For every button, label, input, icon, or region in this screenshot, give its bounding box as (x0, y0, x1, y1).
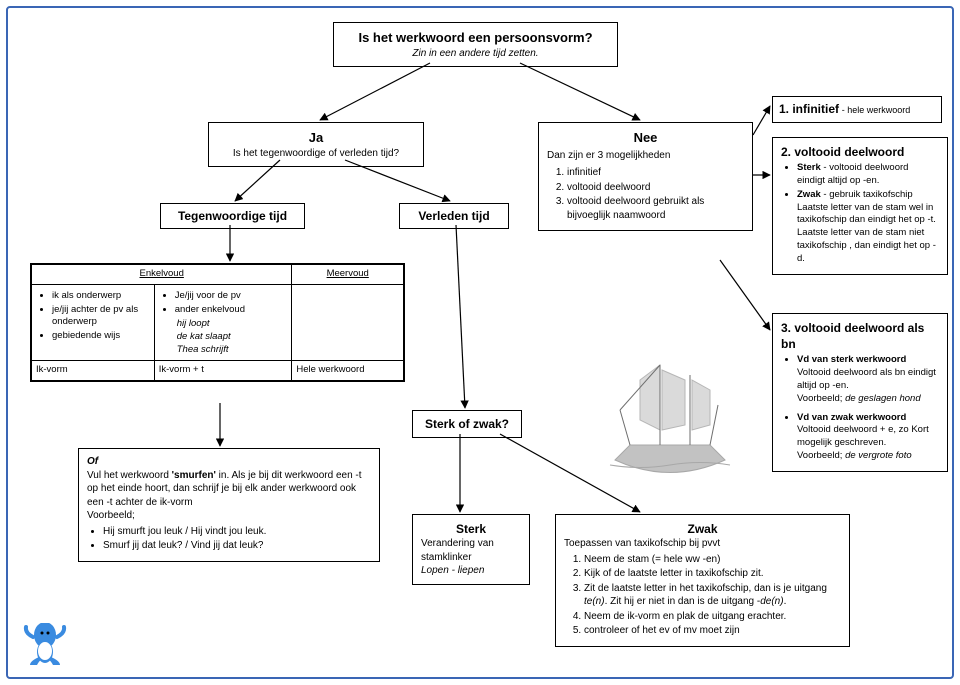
node-opt3: 3. voltooid deelwoord als bn Vd van ster… (772, 313, 948, 472)
enk-c1-2: je/jij achter de pv als onderwerp (52, 304, 150, 330)
opt1-title: 1. infinitief (779, 102, 839, 116)
of-vb-label: Voorbeeld; (87, 509, 371, 523)
node-enkelvoud-table: Enkelvoud Meervoud ik als onderwerp je/j… (30, 263, 405, 382)
of-body: Vul het werkwoord 'smurfen' in. Als je b… (87, 469, 371, 510)
of-vb-1: Hij smurft jou leuk / Hij vindt jou leuk… (103, 525, 371, 539)
nee-lead: Dan zijn er 3 mogelijkheden (547, 149, 744, 163)
enk-r2-3: Hele werkwoord (292, 360, 404, 380)
node-sterk: Sterk Verandering van stamklinker Lopen … (412, 514, 530, 585)
zwak-s3: Zit de laatste letter in het taxikofschi… (584, 582, 841, 609)
enk-c1-3: gebiedende wijs (52, 330, 150, 343)
soz-title: Sterk of zwak? (418, 416, 516, 432)
node-nee: Nee Dan zijn er 3 mogelijkheden infiniti… (538, 122, 753, 231)
enk-c1-1: ik als onderwerp (52, 290, 150, 303)
opt3-b2: Vd van zwak werkwoordVoltooid deelwoord … (797, 412, 939, 463)
conjugation-table: Enkelvoud Meervoud ik als onderwerp je/j… (31, 264, 404, 381)
enk-c2-2: ander enkelvoud (175, 304, 288, 317)
sterk-title: Sterk (421, 521, 521, 537)
zwak-title: Zwak (564, 521, 841, 537)
ja-subtitle: Is het tegenwoordige of verleden tijd? (217, 147, 415, 161)
opt2-title: 2. voltooid deelwoord (781, 144, 939, 160)
node-opt1: 1. infinitief - hele werkwoord (772, 96, 942, 123)
enk-r2-1: Ik-vorm (32, 360, 155, 380)
opt2-b2: Zwak - gebruik taxikofschip Laatste lett… (797, 189, 939, 266)
node-zwak: Zwak Toepassen van taxikofschip bij pvvt… (555, 514, 850, 647)
verleden-title: Verleden tijd (404, 208, 504, 224)
node-tegenwoordige: Tegenwoordige tijd (160, 203, 305, 229)
enk-r2-2: Ik-vorm + t (154, 360, 292, 380)
zwak-s2: Kijk of de laatste letter in taxikofschi… (584, 567, 841, 581)
node-of: Of Vul het werkwoord 'smurfen' in. Als j… (78, 448, 380, 562)
enk-c2-1: Je/jij voor de pv (175, 290, 288, 303)
zwak-s4: Neem de ik-vorm en plak de uitgang erach… (584, 610, 841, 624)
of-lead: Of (87, 455, 371, 469)
zwak-s5: controleer of het ev of mv moet zijn (584, 624, 841, 638)
th-meervoud: Meervoud (292, 265, 404, 285)
node-verleden: Verleden tijd (399, 203, 509, 229)
node-sterk-of-zwak: Sterk of zwak? (412, 410, 522, 438)
nee-item-2: voltooid deelwoord (567, 181, 744, 195)
nee-item-3: voltooid deelwoord gebruikt als bijvoegl… (567, 195, 744, 222)
sterk-example: Lopen - liepen (421, 564, 521, 578)
sterk-body: Verandering van stamklinker (421, 537, 521, 564)
ja-title: Ja (217, 129, 415, 147)
tegenwoordige-title: Tegenwoordige tijd (165, 208, 300, 224)
enk-c2-it-3: Thea schrijft (177, 344, 288, 357)
zwak-s1: Neem de stam (= hele ww -en) (584, 553, 841, 567)
node-ja: Ja Is het tegenwoordige of verleden tijd… (208, 122, 424, 167)
opt1-note: - hele werkwoord (842, 105, 911, 115)
opt2-b1: Sterk - voltooid deelwoord eindigt altij… (797, 162, 939, 188)
opt3-title: 3. voltooid deelwoord als bn (781, 320, 939, 352)
opt3-b1: Vd van sterk werkwoordVoltooid deelwoord… (797, 354, 939, 405)
node-root: Is het werkwoord een persoonsvorm? Zin i… (333, 22, 618, 67)
th-enkelvoud: Enkelvoud (32, 265, 292, 285)
nee-title: Nee (547, 129, 744, 147)
of-vb-2: Smurf jij dat leuk? / Vind jij dat leuk? (103, 539, 371, 553)
enk-c2-it-1: hij loopt (177, 318, 288, 331)
ship-icon (600, 350, 740, 490)
smurf-icon (20, 607, 70, 667)
enk-c2-it-2: de kat slaapt (177, 331, 288, 344)
root-title: Is het werkwoord een persoonsvorm? (342, 29, 609, 47)
zwak-lead: Toepassen van taxikofschip bij pvvt (564, 537, 841, 551)
node-opt2: 2. voltooid deelwoord Sterk - voltooid d… (772, 137, 948, 275)
nee-item-1: infinitief (567, 166, 744, 180)
root-subtitle: Zin in een andere tijd zetten. (342, 47, 609, 61)
